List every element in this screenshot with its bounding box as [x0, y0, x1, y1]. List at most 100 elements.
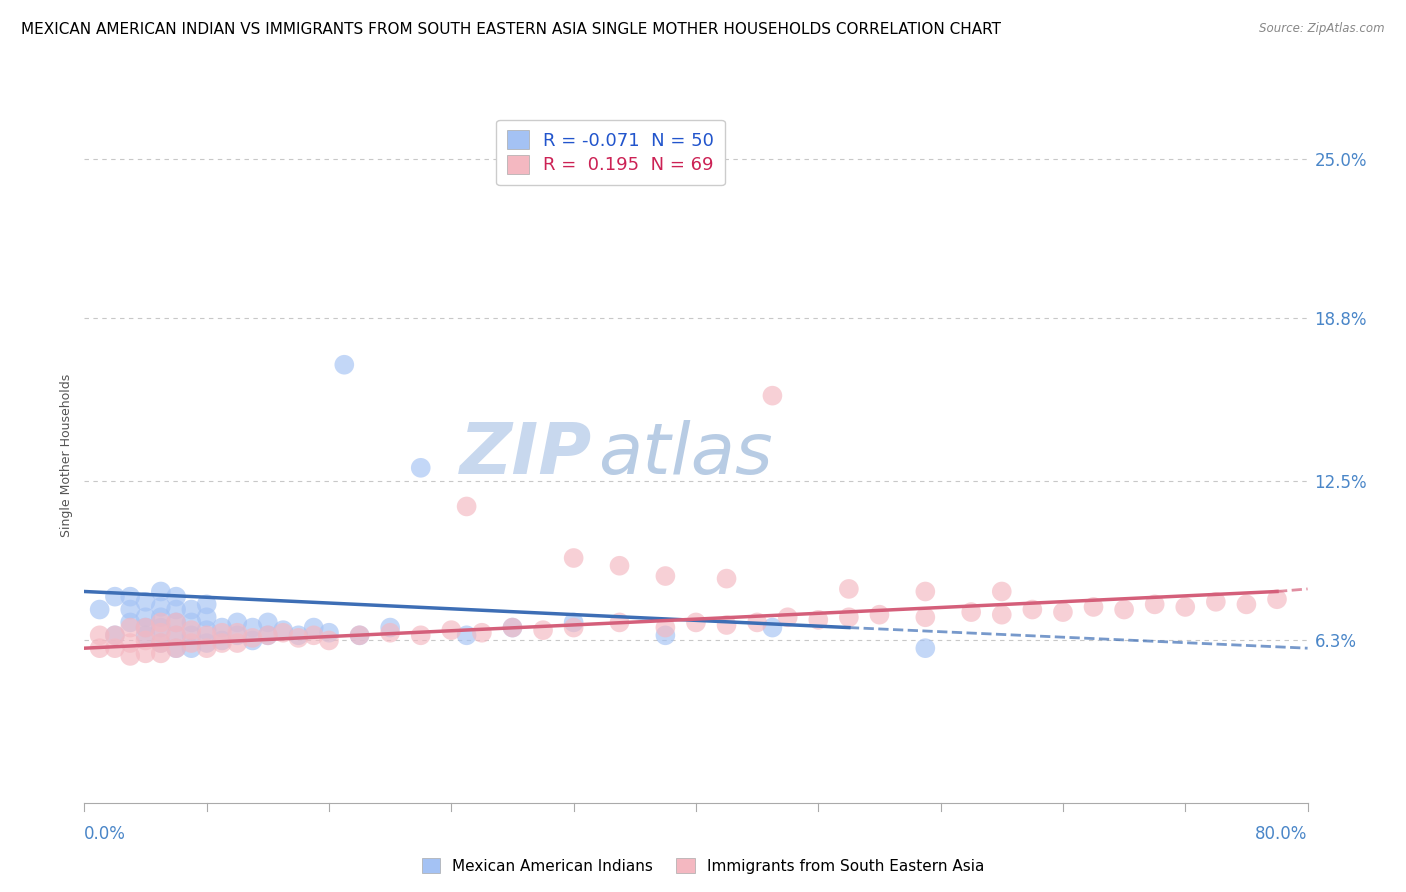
- Point: [380, 621, 402, 635]
- Text: MEXICAN AMERICAN INDIAN VS IMMIGRANTS FROM SOUTH EASTERN ASIA SINGLE MOTHER HOUS: MEXICAN AMERICAN INDIAN VS IMMIGRANTS FR…: [21, 22, 1001, 37]
- Point: [271, 623, 294, 637]
- Point: [211, 621, 233, 635]
- Point: [165, 641, 187, 656]
- Text: atlas: atlas: [598, 420, 773, 490]
- Point: [1265, 592, 1288, 607]
- Point: [195, 636, 218, 650]
- Point: [502, 621, 524, 635]
- Point: [257, 628, 280, 642]
- Text: 0.0%: 0.0%: [84, 825, 127, 843]
- Text: ZIP: ZIP: [460, 420, 592, 490]
- Point: [180, 628, 202, 642]
- Point: [120, 615, 142, 630]
- Point: [914, 584, 936, 599]
- Point: [1143, 598, 1166, 612]
- Point: [149, 615, 172, 630]
- Point: [562, 621, 585, 635]
- Point: [226, 615, 249, 630]
- Point: [226, 625, 249, 640]
- Point: [135, 628, 157, 642]
- Point: [349, 628, 371, 642]
- Point: [165, 590, 187, 604]
- Point: [226, 628, 249, 642]
- Point: [302, 628, 325, 642]
- Point: [318, 625, 340, 640]
- Point: [409, 460, 432, 475]
- Point: [1205, 595, 1227, 609]
- Point: [195, 628, 218, 642]
- Point: [1021, 602, 1043, 616]
- Point: [180, 641, 202, 656]
- Point: [609, 558, 631, 573]
- Point: [211, 633, 233, 648]
- Point: [471, 625, 494, 640]
- Point: [991, 607, 1014, 622]
- Point: [180, 615, 202, 630]
- Point: [135, 646, 157, 660]
- Point: [165, 641, 187, 656]
- Point: [257, 628, 280, 642]
- Point: [502, 621, 524, 635]
- Point: [257, 615, 280, 630]
- Point: [195, 598, 218, 612]
- Point: [120, 590, 142, 604]
- Point: [302, 621, 325, 635]
- Point: [149, 621, 172, 635]
- Point: [180, 623, 202, 637]
- Point: [135, 610, 157, 624]
- Point: [135, 621, 157, 635]
- Point: [776, 610, 799, 624]
- Point: [838, 610, 860, 624]
- Point: [149, 636, 172, 650]
- Point: [654, 569, 676, 583]
- Point: [1236, 598, 1258, 612]
- Point: [562, 551, 585, 566]
- Point: [195, 623, 218, 637]
- Point: [165, 628, 187, 642]
- Point: [242, 621, 264, 635]
- Point: [380, 625, 402, 640]
- Point: [654, 621, 676, 635]
- Point: [456, 500, 478, 514]
- Point: [685, 615, 707, 630]
- Point: [349, 628, 371, 642]
- Text: Source: ZipAtlas.com: Source: ZipAtlas.com: [1260, 22, 1385, 36]
- Point: [333, 358, 356, 372]
- Point: [195, 610, 218, 624]
- Point: [120, 621, 142, 635]
- Point: [180, 636, 202, 650]
- Point: [165, 628, 187, 642]
- Point: [960, 605, 983, 619]
- Point: [149, 646, 172, 660]
- Point: [242, 631, 264, 645]
- Point: [242, 633, 264, 648]
- Point: [104, 628, 127, 642]
- Point: [104, 590, 127, 604]
- Point: [1083, 599, 1105, 614]
- Point: [149, 636, 172, 650]
- Point: [165, 602, 187, 616]
- Point: [654, 628, 676, 642]
- Point: [1114, 602, 1136, 616]
- Point: [761, 389, 783, 403]
- Point: [104, 641, 127, 656]
- Point: [747, 615, 769, 630]
- Y-axis label: Single Mother Households: Single Mother Households: [60, 373, 73, 537]
- Point: [1052, 605, 1074, 619]
- Point: [120, 648, 142, 663]
- Point: [149, 584, 172, 599]
- Point: [716, 618, 738, 632]
- Point: [120, 602, 142, 616]
- Point: [409, 628, 432, 642]
- Point: [456, 628, 478, 642]
- Point: [991, 584, 1014, 599]
- Point: [89, 602, 111, 616]
- Point: [226, 636, 249, 650]
- Point: [440, 623, 463, 637]
- Point: [761, 621, 783, 635]
- Point: [1174, 599, 1197, 614]
- Point: [807, 613, 830, 627]
- Point: [149, 610, 172, 624]
- Point: [531, 623, 554, 637]
- Point: [104, 628, 127, 642]
